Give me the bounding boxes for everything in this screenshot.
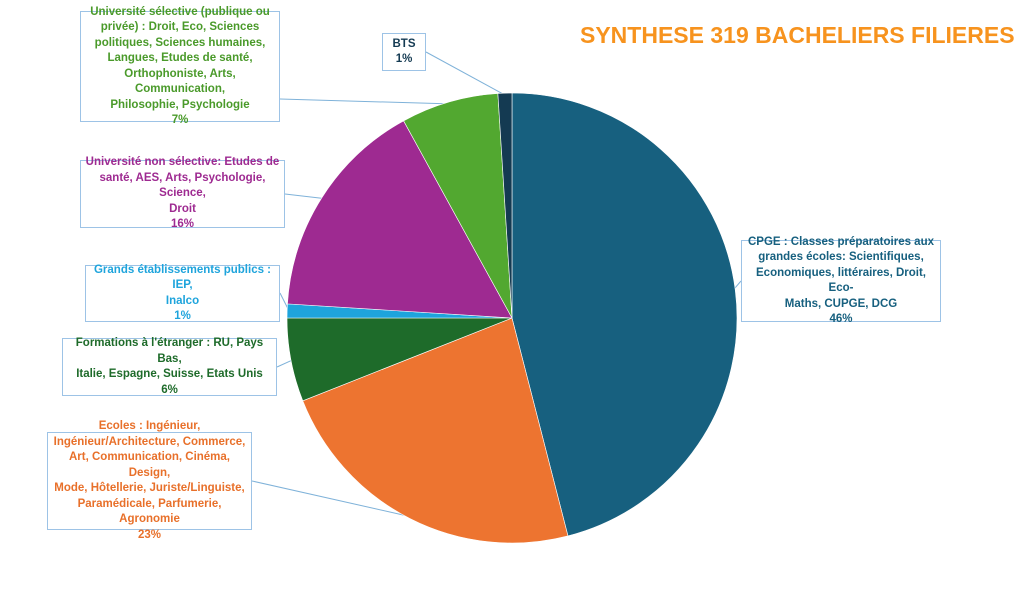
label-bts: BTS 1% [382, 33, 426, 71]
label-line: 23% [137, 528, 162, 541]
label-line: Paramédicale, Parfumerie, Agronomie [77, 497, 222, 526]
leader-line-etranger [276, 359, 294, 368]
leader-lines [251, 51, 742, 518]
label-line: Orthophoniste, Arts, Communication, [124, 67, 236, 96]
label-line: Université non sélective: Etudes de [85, 156, 280, 169]
label-line: 16% [170, 218, 195, 231]
leader-line-selective [279, 98, 450, 105]
pie-slice-ecoles [302, 317, 569, 544]
label-line: politiques, Sciences humaines, [94, 36, 266, 49]
label-line: 7% [171, 114, 189, 126]
label-line: Université sélective (publique ou [90, 5, 270, 18]
label-line: Grands établissements publics : IEP, [93, 263, 272, 292]
label-line: santé, AES, Arts, Psychologie, Science, [99, 171, 266, 200]
label-line: Droit [169, 202, 196, 215]
label-line: Economiques, littéraires, Droit, Eco- [756, 266, 926, 295]
label-line: Mode, Hôtellerie, Juriste/Linguiste, [54, 482, 245, 494]
pie-slice-bts [497, 92, 513, 319]
label-line: Ecoles : Ingénieur, [98, 420, 201, 432]
label-ecoles: Ecoles : Ingénieur, Ingénieur/Architectur… [47, 420, 252, 541]
label-cpge: CPGE : Classes préparatoires aux grandes … [741, 236, 941, 325]
label-line: CPGE : Classes préparatoires aux [748, 235, 934, 248]
label-line: Art, Communication, Cinéma, Design, [68, 451, 231, 479]
leader-line-nonselective [284, 193, 324, 199]
label-line: 46% [829, 313, 853, 325]
label-line: BTS [392, 37, 416, 50]
label-selective: Université sélective (publique ou privée)… [80, 6, 280, 126]
pie-slice-nonselective [287, 120, 513, 319]
label-line: 6% [161, 383, 178, 396]
label-line: Formations à l'étranger : RU, Pays Bas, [75, 337, 264, 365]
label-line: Italie, Espagne, Suisse, Etats Unis [76, 368, 263, 380]
leader-line-bts [425, 51, 506, 96]
label-nonselective: Université non sélective: Etudes de santé… [80, 156, 285, 230]
pie-slice-cpge [511, 92, 738, 537]
label-line: Maths, CUPGE, DCG [784, 297, 898, 310]
label-etranger: Formations à l'étranger : RU, Pays Bas, I… [62, 337, 277, 396]
label-line: 1% [174, 310, 191, 322]
leader-line-ecoles [251, 480, 411, 518]
chart-title: SYNTHESE 319 BACHELIERS FILIERES [580, 22, 1015, 48]
label-line: Philosophie, Psychologie [110, 98, 250, 111]
label-line: Ingénieur/Architecture, Commerce, [53, 435, 246, 448]
label-line: 1% [395, 53, 413, 65]
label-line: Langues, Etudes de santé, [107, 52, 253, 64]
label-line: Inalco [165, 294, 200, 307]
pie-slices [286, 92, 738, 544]
label-line: privée) : Droit, Eco, Sciences [100, 21, 260, 33]
label-line: grandes écoles: Scientifiques, [758, 251, 924, 263]
label-grands: Grands établissements publics : IEP, Inal… [85, 263, 280, 322]
